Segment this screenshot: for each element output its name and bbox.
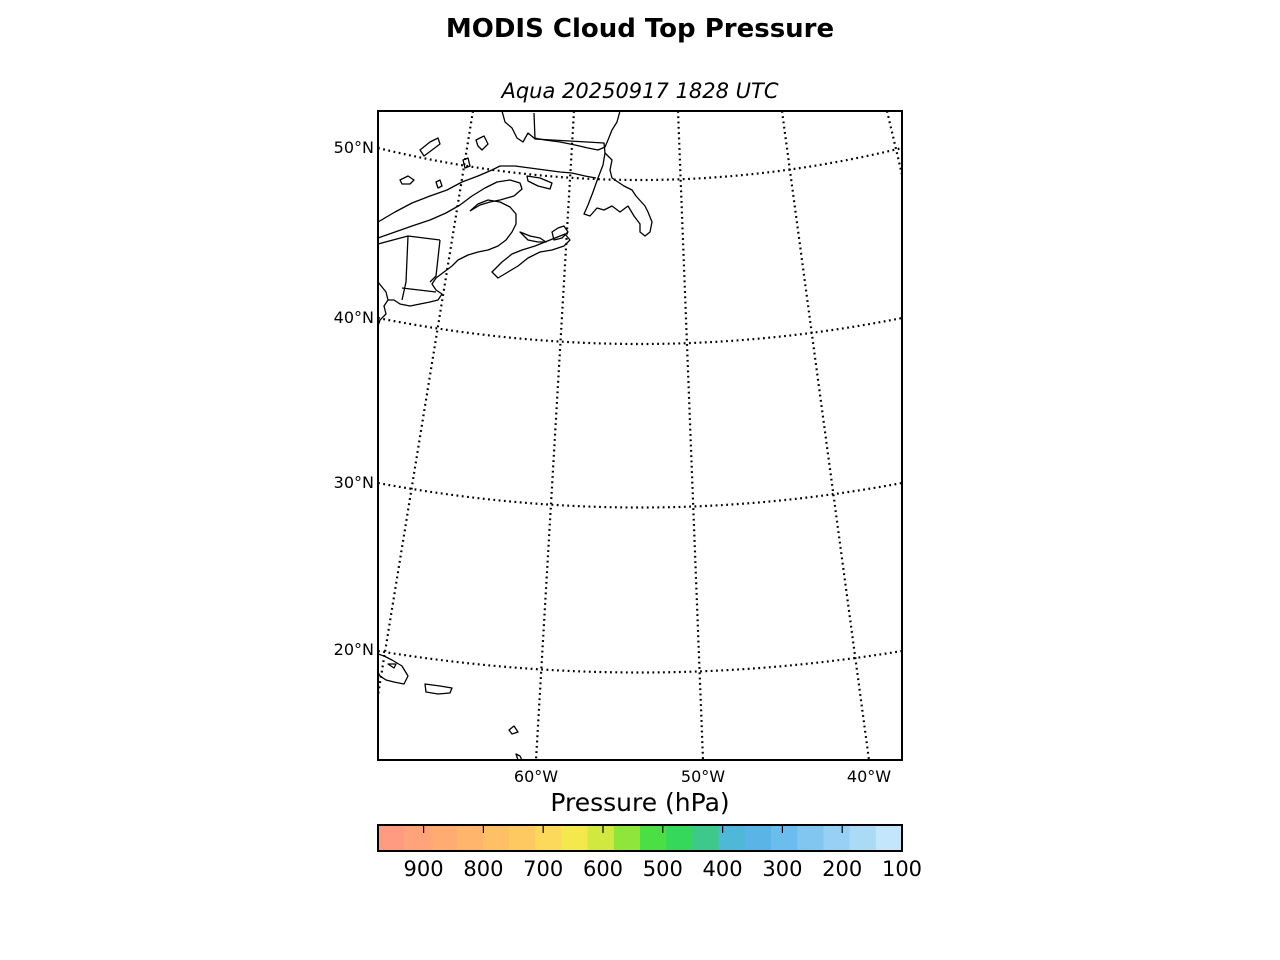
quebec-labrador-border xyxy=(533,112,606,154)
lon-label-50w: 50°W xyxy=(681,767,725,786)
small-island-1 xyxy=(419,137,441,157)
colorbar-tick-label: 900 xyxy=(404,857,444,881)
lon-label-40w: 40°W xyxy=(847,767,891,786)
meridian-70w xyxy=(378,111,475,696)
lon-label-60w: 60°W xyxy=(514,767,558,786)
colorbar-segment xyxy=(482,825,510,851)
lat-label-20n: 20°N xyxy=(334,640,374,659)
colorbar-segment xyxy=(404,825,431,851)
colorbar-segment xyxy=(587,825,615,851)
small-island-4 xyxy=(435,179,443,189)
colorbar-tick-label: 300 xyxy=(762,857,802,881)
lat-label-50n: 50°N xyxy=(334,138,374,157)
small-island-caribbean-3 xyxy=(515,753,523,760)
colorbar-segment xyxy=(797,825,824,851)
colorbar-segment xyxy=(561,825,589,851)
colorbar-tick-label: 200 xyxy=(822,857,862,881)
figure-subtitle: Aqua 20250917 1828 UTC xyxy=(501,79,779,103)
prince-edward-island xyxy=(519,231,547,243)
colorbar-segment xyxy=(849,825,877,851)
cape-breton xyxy=(551,225,569,241)
colorbar-segment xyxy=(875,825,903,851)
colorbar-segment xyxy=(613,825,641,851)
colorbar-segments xyxy=(378,825,903,851)
colorbar-segment xyxy=(823,825,851,851)
coastline-new-england xyxy=(378,265,453,327)
lat-label-30n: 30°N xyxy=(334,473,374,492)
colorbar-segment xyxy=(692,825,720,851)
colorbar-segment xyxy=(666,825,693,851)
colorbar-title: Pressure (hPa) xyxy=(550,788,729,817)
small-island-3 xyxy=(399,175,415,185)
nova-scotia xyxy=(491,233,571,279)
parallel-50n xyxy=(378,146,902,182)
colorbar-tick-label: 600 xyxy=(583,857,623,881)
colorbar-tick-label: 500 xyxy=(643,857,683,881)
colorbar-tick-label: 100 xyxy=(882,857,922,881)
map-panel: 50°N 40°N 30°N 20°N 60°W 50°W 40°W xyxy=(334,110,903,786)
colorbar-segment xyxy=(535,825,562,851)
meridian-60w xyxy=(534,111,576,760)
coastline-st-lawrence-north xyxy=(378,165,597,223)
small-island-5 xyxy=(462,157,471,169)
lat-label-40n: 40°N xyxy=(334,308,374,327)
colorbar-tick-label: 700 xyxy=(523,857,563,881)
colorbar-segment xyxy=(744,825,772,851)
figure-title: MODIS Cloud Top Pressure xyxy=(445,14,835,44)
colorbar-tick-labels: 900 800 700 600 500 400 300 200 100 xyxy=(404,857,922,881)
small-island-2 xyxy=(475,135,489,151)
newfoundland xyxy=(583,152,653,237)
colorbar-segment xyxy=(456,825,484,851)
coastline-labrador xyxy=(501,111,621,151)
coastlines xyxy=(378,111,653,760)
graticule xyxy=(378,111,902,760)
small-island-caribbean-2 xyxy=(508,725,519,735)
colorbar-segment xyxy=(430,825,458,851)
colorbar-tick-label: 400 xyxy=(703,857,743,881)
colorbar-segment xyxy=(771,825,798,851)
state-borders xyxy=(378,235,441,301)
hispaniola xyxy=(378,653,409,685)
small-island-caribbean-1 xyxy=(387,663,397,669)
puerto-rico xyxy=(424,683,453,695)
colorbar-tick-label: 800 xyxy=(463,857,503,881)
colorbar: Pressure (hPa) 900 800 700 600 500 400 300 200 1… xyxy=(377,788,922,881)
map-frame xyxy=(377,110,903,761)
meridian-50w xyxy=(676,111,705,760)
colorbar-segment xyxy=(509,825,536,851)
colorbar-segment xyxy=(378,825,405,851)
coastline-st-lawrence-south xyxy=(378,179,523,239)
colorbar-frame xyxy=(377,824,903,852)
map-background xyxy=(378,111,902,760)
coastline-gaspe xyxy=(451,199,517,267)
anticosti-island xyxy=(526,175,553,190)
